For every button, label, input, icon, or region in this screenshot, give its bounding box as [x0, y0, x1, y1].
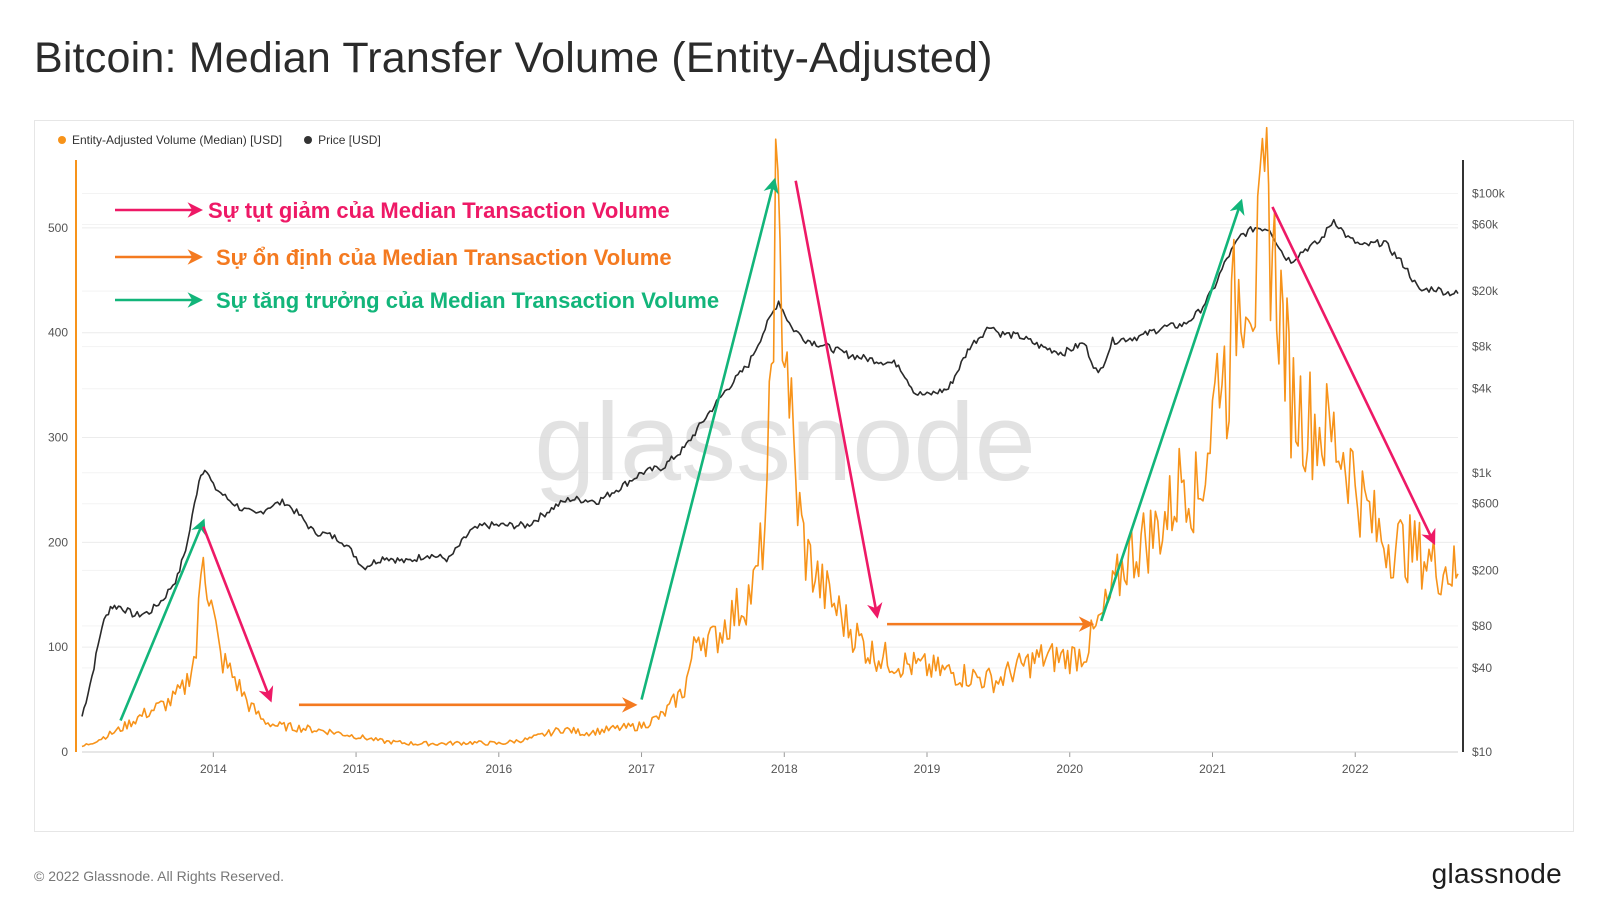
y-right-tick-label: $80	[1472, 619, 1492, 633]
x-tick-label: 2015	[343, 762, 370, 776]
y-left-tick-label: 400	[48, 326, 68, 340]
trend-arrow-decline-4	[794, 180, 883, 619]
annotation-label-growth: Sự tăng trưởng của Median Transaction Vo…	[216, 288, 719, 313]
trend-arrow-growth-0	[119, 518, 206, 722]
annotation-legend: Sự tụt giảm của Median Transaction Volum…	[115, 198, 719, 313]
y-left-tick-label: 200	[48, 535, 68, 549]
y-right-tick-label: $20k	[1472, 284, 1499, 298]
trend-arrow-decline-1	[202, 526, 274, 703]
chart-panel	[34, 120, 1574, 832]
legend-dot-volume-icon	[58, 136, 66, 144]
legend-dot-price-icon	[304, 136, 313, 144]
page-title: Bitcoin: Median Transfer Volume (Entity-…	[34, 34, 993, 82]
y-right-tick-label: $10	[1472, 745, 1492, 759]
legend-label-price: Price [USD]	[318, 133, 381, 147]
annotation-label-decline: Sự tụt giảm của Median Transaction Volum…	[208, 198, 670, 223]
legend-item-price[interactable]: Price [USD]	[304, 133, 381, 147]
y-right-tick-label: $4k	[1472, 382, 1492, 396]
volume-line	[81, 126, 1459, 748]
legend-item-volume[interactable]: Entity-Adjusted Volume (Median) [USD]	[58, 133, 282, 147]
x-tick-label: 2017	[628, 762, 655, 776]
y-left-tick-label: 500	[48, 221, 68, 235]
y-left-tick-label: 300	[48, 431, 68, 445]
y-right-tick-label: $40	[1472, 661, 1492, 675]
series-lines	[81, 126, 1459, 748]
y-right-tick-label: $1k	[1472, 466, 1492, 480]
x-tick-label: 2014	[200, 762, 227, 776]
y-right-tick-label: $60k	[1472, 217, 1499, 231]
copyright: © 2022 Glassnode. All Rights Reserved.	[34, 868, 285, 884]
y-right-tick-label: $100k	[1472, 187, 1506, 201]
trend-arrow-decline-7	[1271, 206, 1436, 546]
legend-label-volume: Entity-Adjusted Volume (Median) [USD]	[72, 133, 283, 147]
y-right-tick-label: $200	[1472, 563, 1499, 577]
y-right-tick-label: $600	[1472, 497, 1499, 511]
trend-arrow-growth-6	[1099, 198, 1245, 622]
annotation-label-stable: Sự ổn định của Median Transaction Volume	[216, 245, 672, 270]
x-tick-label: 2021	[1199, 762, 1226, 776]
x-tick-label: 2019	[914, 762, 941, 776]
price-line	[81, 218, 1459, 717]
chart-legend: Entity-Adjusted Volume (Median) [USD] Pr…	[58, 133, 381, 147]
trend-arrow-growth-3	[640, 177, 779, 700]
x-tick-label: 2018	[771, 762, 798, 776]
y-right-tick-label: $8k	[1472, 340, 1492, 354]
axes: 0 100 200 300 400 500 $10 $40 $80 $200 $600 $1k $4k $…	[48, 160, 1506, 776]
watermark: glassnode	[534, 381, 1036, 504]
y-left-tick-label: 0	[61, 745, 68, 759]
brand-logo: glassnode	[1431, 858, 1562, 889]
x-tick-label: 2022	[1342, 762, 1369, 776]
x-tick-label: 2020	[1056, 762, 1083, 776]
trend-arrows	[119, 177, 1436, 722]
x-tick-label: 2016	[485, 762, 512, 776]
y-left-tick-label: 100	[48, 640, 68, 654]
